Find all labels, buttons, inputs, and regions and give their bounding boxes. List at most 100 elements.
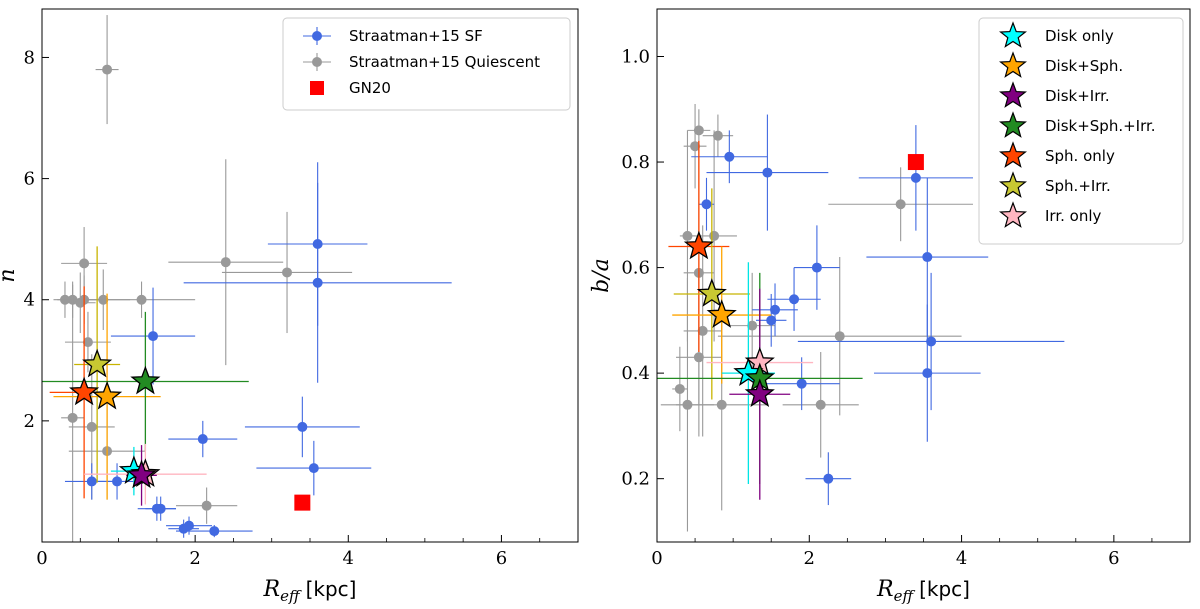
panel-right-straatman-15-sf-point-8 xyxy=(755,293,787,347)
legend-star-icon xyxy=(999,21,1027,48)
panel-left-straatman-15-sf-marker xyxy=(297,421,308,432)
panel-left-straatman-15-sf-marker xyxy=(155,503,166,514)
panel-right-straatman-15-sf-marker xyxy=(789,294,800,305)
panel-right-straatman-15-sf-point-10 xyxy=(874,304,981,442)
panel-right-star-marker-disk-sph xyxy=(706,299,737,328)
panel-left-gn20-marker xyxy=(294,494,311,511)
panel-left-legend-label: Straatman+15 Quiescent xyxy=(349,53,540,71)
panel-left-straatman-15-sf-point-10 xyxy=(168,519,199,538)
panel-right-straatman-15-quiescent-marker xyxy=(693,352,704,363)
panel-left-straatman-15-sf-point-4 xyxy=(168,420,238,458)
panel-right-straatman-15-sf-point-0 xyxy=(698,177,715,231)
panel-left-straatman-15-sf-point-11 xyxy=(166,516,212,535)
panel-left-straatman-15-quiescent-marker xyxy=(282,267,293,278)
panel-left-star-marker-disk-sph-irr xyxy=(130,365,161,395)
panel-left-straatman-15-sf-marker xyxy=(197,434,208,445)
panel-left-straatman-15-sf-marker xyxy=(312,277,323,288)
panel-right-xtick-label: 6 xyxy=(1108,548,1119,569)
panel-right-straatman-15-sf-marker xyxy=(770,304,781,315)
panel-left-straatman-15-quiescent-marker xyxy=(67,412,78,423)
panel-left-xlabel: Reff [kpc] xyxy=(263,577,357,605)
panel-right-legend-box xyxy=(978,17,1184,245)
panel-right-straatman-15-sf-marker xyxy=(823,473,834,484)
panel-right-ytick-label: 0.8 xyxy=(621,152,650,173)
panel-left-straatman-15-sf-point-12 xyxy=(176,525,253,538)
panel-left-legend-item-straatman-15-quiescent: Straatman+15 Quiescent xyxy=(303,53,540,71)
panel-right-straatman-15-sf-point-7 xyxy=(752,283,798,337)
panel-left-xtick-label: 6 xyxy=(496,548,507,569)
panel-right-straatman-15-sf-marker xyxy=(796,378,807,389)
panel-right-plot-area xyxy=(657,103,1065,532)
panel-right-gn20-marker xyxy=(907,154,924,171)
panel-right-straatman-15-quiescent-marker xyxy=(747,320,758,331)
panel-right-straatman-15-sf-marker xyxy=(922,368,933,379)
panel-left-straatman-15-quiescent-marker xyxy=(102,64,113,75)
panel-left-straatman-15-quiescent-marker xyxy=(79,258,90,269)
panel-left-straatman-15-quiescent-point-13 xyxy=(221,211,353,334)
panel-right-straatman-15-sf-marker xyxy=(922,252,933,263)
panel-right-straatman-15-sf-marker xyxy=(766,315,777,326)
panel-left-legend-item-gn20: GN20 xyxy=(310,79,391,97)
panel-right-straatman-15-quiescent-marker xyxy=(834,331,845,342)
panel-left-legend-label: Straatman+15 SF xyxy=(349,27,483,45)
panel-right-legend-label: Disk+Sph.+Irr. xyxy=(1045,117,1156,135)
panel-right-straatman-15-quiescent-marker xyxy=(674,383,685,394)
panel-left-straatman-15-sf-point-3 xyxy=(244,396,360,458)
panel-right-legend-label: Disk+Sph. xyxy=(1045,57,1123,75)
panel-left-straatman-15-quiescent-point-0 xyxy=(95,15,119,125)
panel-right-legend-label: Sph. only xyxy=(1045,147,1115,165)
panel-right-legend-item-disk-irr: Disk+Irr. xyxy=(999,81,1110,108)
panel-right-star-marker-sph-only xyxy=(683,230,714,260)
panel-left-legend: Straatman+15 SF Straatman+15 Quiescent GN2… xyxy=(282,17,571,111)
panel-right-star-marker-disk-irr xyxy=(744,378,775,408)
panel-right-straatman-15-sf-point-5 xyxy=(794,225,840,310)
panel-right-ytick-label: 1.0 xyxy=(621,46,650,67)
panel-right-straatman-15-quiescent-marker xyxy=(716,399,727,410)
panel-left-legend-item-straatman-15-sf: Straatman+15 SF xyxy=(303,27,483,45)
panel-left-xtick-label: 2 xyxy=(189,548,200,569)
panel-left-straatman-15-sf-point-1 xyxy=(183,182,452,383)
panel-right-legend-item-disk-only: Disk only xyxy=(999,21,1114,48)
panel-right-legend-label: Disk only xyxy=(1045,27,1114,45)
panel-left-ytick-label: 6 xyxy=(24,169,35,190)
panel-right-xtick-label: 4 xyxy=(956,548,967,569)
panel-left-xtick-label: 4 xyxy=(343,548,354,569)
panel-right-straatman-15-sf-point-11 xyxy=(763,357,840,411)
panel-left-straatman-15-quiescent-marker xyxy=(220,257,231,268)
panel-right-straatman-15-sf-point-9 xyxy=(797,272,1065,411)
panel-right-straatman-15-sf-point-1 xyxy=(691,130,768,184)
panel-right-ytick-label: 0.4 xyxy=(621,363,650,384)
legend-square-icon xyxy=(310,81,324,95)
panel-right-straatman-15-quiescent-marker xyxy=(895,199,906,210)
panel-right-ylabel: b/a xyxy=(589,258,614,293)
panel-left-plot-area xyxy=(42,15,452,542)
panel-right-straatman-15-quiescent-marker xyxy=(709,230,720,241)
panel-left-legend-label: GN20 xyxy=(349,79,391,97)
panel-left-straatman-15-quiescent-marker xyxy=(136,294,147,305)
legend-star-icon xyxy=(999,171,1027,198)
panel-right-straatman-15-quiescent-marker xyxy=(712,130,723,141)
panel-right-ytick-label: 0.2 xyxy=(621,469,650,490)
panel-left-straatman-15-quiescent-point-14 xyxy=(176,487,238,524)
legend-star-icon xyxy=(999,141,1027,168)
panel-left-straatman-15-sf-marker xyxy=(112,476,123,487)
legend-circle-icon xyxy=(312,57,322,67)
panel-left-straatman-15-quiescent-marker xyxy=(201,500,212,511)
panel-left-ytick-label: 4 xyxy=(24,290,35,311)
panel-right-straatman-15-sf-point-3 xyxy=(858,125,973,231)
panel-right-straatman-15-sf-point-12 xyxy=(805,452,852,506)
panel-right-straatman-15-sf-point-2 xyxy=(706,114,829,231)
panel-right-straatman-15-quiescent-marker xyxy=(697,325,708,336)
panel-right-legend-item-sph-only: Sph. only xyxy=(999,141,1115,168)
panel-right-xtick-label: 2 xyxy=(804,548,815,569)
legend-star-icon xyxy=(999,111,1027,138)
panel-right-straatman-15-sf-marker xyxy=(926,336,937,347)
panel-right-ytick-label: 0.6 xyxy=(621,258,650,279)
panel-left-straatman-15-sf-marker xyxy=(209,526,220,537)
panel-left-straatman-15-quiescent-marker xyxy=(86,421,97,432)
panel-right-straatman-15-sf-marker xyxy=(910,172,921,183)
panel-right-legend-item-sph-irr: Sph.+Irr. xyxy=(999,171,1111,198)
legend-star-icon xyxy=(999,51,1027,78)
panel-right-straatman-15-quiescent-point-2 xyxy=(702,114,734,157)
